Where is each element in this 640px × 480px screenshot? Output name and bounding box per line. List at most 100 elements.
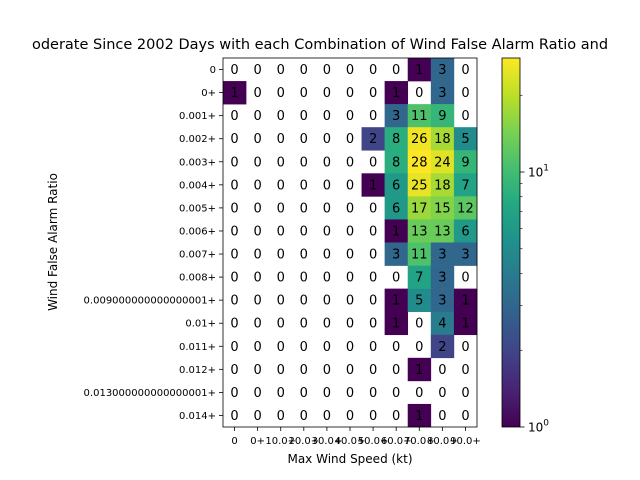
cell-value-label: 0 bbox=[277, 178, 285, 193]
cell-value-label: 6 bbox=[392, 178, 400, 193]
cell-value-label: 18 bbox=[434, 178, 451, 193]
cell-value-label: 1 bbox=[392, 224, 400, 239]
heatmap-cell bbox=[430, 311, 455, 336]
heatmap-cell bbox=[453, 242, 478, 266]
cell-value-label: 0 bbox=[346, 317, 354, 332]
cell-value-label: 8 bbox=[392, 155, 400, 170]
cell-value-label: 0 bbox=[277, 132, 285, 147]
y-tick-label: 0.014+ bbox=[179, 411, 216, 422]
cell-value-label: 0 bbox=[346, 178, 354, 193]
heatmap-cell bbox=[453, 311, 478, 336]
cell-value-label: 0 bbox=[300, 155, 308, 170]
cell-value-label: 0 bbox=[415, 317, 423, 332]
heatmap-cell bbox=[384, 104, 409, 128]
cell-value-label: 5 bbox=[461, 132, 469, 147]
cell-value-label: 0 bbox=[415, 386, 423, 401]
heatmap-cell bbox=[407, 127, 432, 151]
x-tick-label: 0 bbox=[231, 436, 237, 447]
cell-value-label: 0 bbox=[323, 294, 331, 309]
cell-value-label: 0 bbox=[230, 201, 238, 216]
heatmap-cell bbox=[384, 173, 409, 197]
cell-value-label: 0 bbox=[369, 86, 377, 101]
x-ticks: 0 0+ 10.0+20.0+30.0+40.0+50.0+60.0+70.0+80… bbox=[231, 427, 481, 447]
cell-value-label: 0 bbox=[461, 409, 469, 424]
cell-value-label: 0 bbox=[438, 386, 446, 401]
cell-value-label: 3 bbox=[438, 294, 446, 309]
cell-value-label: 0 bbox=[346, 132, 354, 147]
cell-labels: 0 0 0 0 0 0 0 0 1 3 01 0 0 0 0 0 0 1 0 3 00 0 0 0 0 0 0 3 11 9 00 0 0 0 0 0… bbox=[230, 63, 473, 424]
cell-value-label: 1 bbox=[230, 86, 238, 101]
y-tick-label: 0.008+ bbox=[179, 273, 216, 284]
cell-value-label: 0 bbox=[461, 386, 469, 401]
cell-value-label: 0 bbox=[461, 63, 469, 78]
cell-value-label: 0 bbox=[369, 248, 377, 263]
cell-value-label: 1 bbox=[392, 86, 400, 101]
y-tick-label: 0.007+ bbox=[179, 250, 216, 261]
cell-value-label: 7 bbox=[461, 178, 469, 193]
cell-value-label: 0 bbox=[300, 178, 308, 193]
heatmap-cell bbox=[384, 242, 409, 266]
heatmap-cell bbox=[384, 196, 409, 220]
heatmap-cell bbox=[384, 288, 409, 312]
cell-value-label: 0 bbox=[253, 340, 261, 355]
cell-value-label: 0 bbox=[230, 294, 238, 309]
heatmap-cell bbox=[407, 242, 432, 266]
heatmap-cell bbox=[453, 219, 478, 243]
x-tick-label: 10.0+ bbox=[265, 436, 296, 447]
cell-value-label: 6 bbox=[461, 224, 469, 239]
cell-value-label: 0 bbox=[253, 155, 261, 170]
cell-value-label: 0 bbox=[323, 340, 331, 355]
cell-value-label: 0 bbox=[323, 386, 331, 401]
heatmap-cell bbox=[430, 242, 455, 266]
cell-value-label: 0 bbox=[323, 248, 331, 263]
cell-value-label: 0 bbox=[300, 271, 308, 286]
cell-value-label: 3 bbox=[438, 63, 446, 78]
cell-value-label: 7 bbox=[415, 271, 423, 286]
cell-value-label: 0 bbox=[300, 109, 308, 124]
cell-value-label: 3 bbox=[392, 109, 400, 124]
heatmap-cell bbox=[430, 334, 455, 359]
cell-value-label: 0 bbox=[277, 248, 285, 263]
cell-value-label: 0 bbox=[392, 340, 400, 355]
cell-value-label: 13 bbox=[411, 224, 428, 239]
cell-value-label: 0 bbox=[230, 63, 238, 78]
cell-value-label: 0 bbox=[346, 109, 354, 124]
cell-value-label: 0 bbox=[323, 363, 331, 378]
cell-value-label: 1 bbox=[392, 294, 400, 309]
heatmap-cell bbox=[407, 288, 432, 312]
cell-value-label: 11 bbox=[411, 109, 428, 124]
cell-value-label: 0 bbox=[230, 386, 238, 401]
heatmap-cell bbox=[430, 127, 455, 151]
cell-value-label: 0 bbox=[253, 409, 261, 424]
x-tick-label: 80.0+ bbox=[427, 436, 458, 447]
cell-value-label: 0 bbox=[300, 63, 308, 78]
cell-value-label: 12 bbox=[457, 201, 474, 216]
x-tick-label: 50.0+ bbox=[358, 436, 389, 447]
cell-value-label: 2 bbox=[438, 340, 446, 355]
cell-value-label: 0 bbox=[277, 63, 285, 78]
y-tick-label: 0.013000000000000001+ bbox=[84, 388, 216, 399]
cell-value-label: 0 bbox=[369, 63, 377, 78]
cell-value-label: 24 bbox=[434, 155, 451, 170]
cell-value-label: 0 bbox=[392, 271, 400, 286]
cell-value-label: 0 bbox=[369, 109, 377, 124]
cell-value-label: 0 bbox=[300, 201, 308, 216]
cell-value-label: 0 bbox=[277, 317, 285, 332]
heatmap-cell bbox=[407, 173, 432, 197]
y-ticks: 0 0+ 0.001+ 0.002+ 0.003+ 0.004+ 0.005+ 0.006+ 0… bbox=[84, 65, 223, 422]
heatmap-cell bbox=[430, 219, 455, 243]
colorbar-tick-label: 100 bbox=[528, 419, 549, 435]
heatmap-cell bbox=[430, 81, 455, 105]
cell-value-label: 0 bbox=[323, 409, 331, 424]
y-tick-label: 0.006+ bbox=[179, 226, 216, 237]
y-tick-label: 0.002+ bbox=[179, 134, 216, 145]
cell-value-label: 0 bbox=[300, 224, 308, 239]
heatmap-cell bbox=[430, 265, 455, 289]
heatmap-cell bbox=[453, 150, 478, 174]
cell-value-label: 0 bbox=[230, 109, 238, 124]
cell-value-label: 8 bbox=[392, 132, 400, 147]
cell-value-label: 0 bbox=[346, 386, 354, 401]
cell-value-label: 0 bbox=[323, 86, 331, 101]
cell-value-label: 9 bbox=[461, 155, 469, 170]
cell-value-label: 0 bbox=[323, 155, 331, 170]
